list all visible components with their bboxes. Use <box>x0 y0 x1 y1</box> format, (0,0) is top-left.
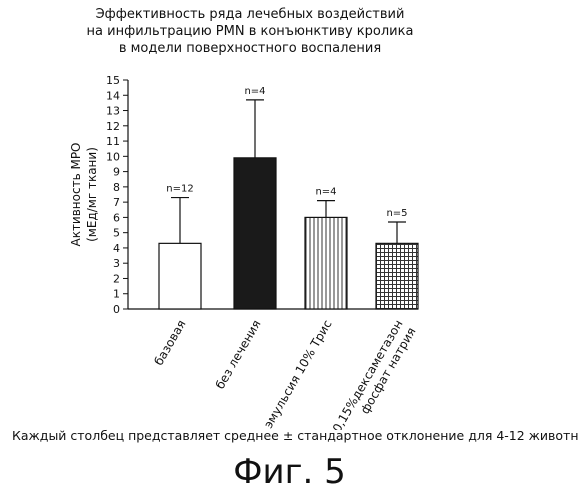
n-label: n=5 <box>386 208 407 219</box>
bar-chart: Активность MPO(мЕд/мг ткани) 01234567891… <box>0 0 579 430</box>
n-label: n=4 <box>244 86 265 97</box>
y-tick-label: 11 <box>106 135 120 148</box>
x-tick-label: эмульсия 10% Трис <box>261 318 334 431</box>
bar <box>159 243 201 309</box>
x-tick-label-line: без лечения <box>213 318 264 392</box>
y-tick-label: 7 <box>113 196 120 209</box>
x-tick-label-line: эмульсия 10% Трис <box>261 318 334 431</box>
y-tick-label: 5 <box>113 227 120 240</box>
n-label: n=12 <box>166 184 193 195</box>
figure-label: Фиг. 5 <box>0 452 579 492</box>
bar <box>305 217 347 309</box>
y-tick-label: 8 <box>113 181 120 194</box>
y-tick-label: 2 <box>113 272 120 285</box>
bars: n=12 n=4 n=4 n=5 <box>159 86 418 309</box>
bar <box>234 158 276 309</box>
y-tick-label: 0 <box>113 303 120 316</box>
x-tick-label: без лечения <box>213 318 264 392</box>
y-tick-label: 12 <box>106 120 120 133</box>
n-label: n=4 <box>315 187 336 198</box>
y-axis-label: Активность MPO(мЕд/мг ткани) <box>69 142 99 246</box>
y-tick-label: 14 <box>106 89 120 102</box>
x-tick-labels: базовая без леченияэмульсия 10% Трис0,15%… <box>151 318 418 431</box>
x-tick-label-line: базовая <box>151 318 188 368</box>
y-tick-label: 9 <box>113 166 120 179</box>
y-axis-label-line-2: (мЕд/мг ткани) <box>85 147 99 242</box>
y-tick-label: 13 <box>106 105 120 118</box>
y-tick-label: 3 <box>113 257 120 270</box>
x-tick-label: 0,15%дексаметазонфосфат натрия <box>330 318 419 431</box>
y-tick-label: 15 <box>106 74 120 87</box>
y-tick-label: 4 <box>113 242 120 255</box>
y-tick-label: 1 <box>113 288 120 301</box>
x-tick-label: базовая <box>151 318 188 368</box>
figure-caption: Каждый столбец представляет среднее ± ст… <box>12 428 572 443</box>
y-axis-label-line-1: Активность MPO <box>69 142 83 246</box>
y-tick-label: 10 <box>106 150 120 163</box>
bar <box>376 243 418 309</box>
y-tick-label: 6 <box>113 211 120 224</box>
